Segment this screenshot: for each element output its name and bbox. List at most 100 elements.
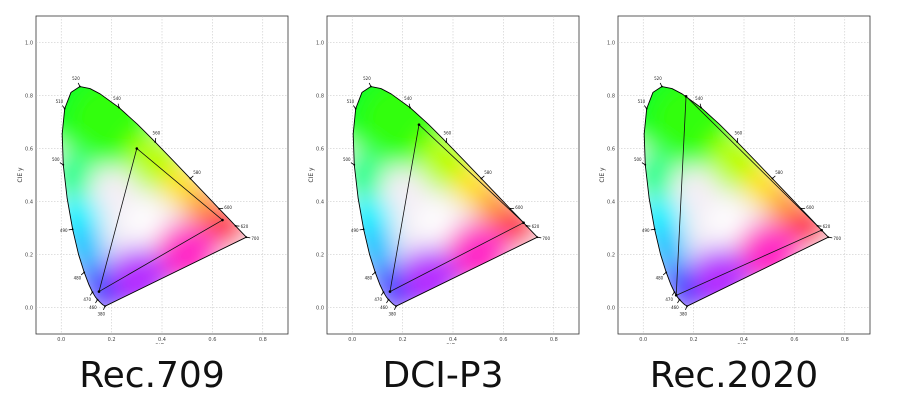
wavelength-label: 380 [97,312,105,317]
x-tick-label: 0.0 [348,337,356,343]
y-tick-label: 0.6 [607,146,615,152]
wavelength-label: 480 [656,276,664,281]
y-axis-label: CIE y [308,167,315,183]
gamut-triangle [675,95,823,296]
wavelength-label: 490 [60,228,68,233]
x-tick-label: 0.2 [399,337,407,343]
x-tick-label: 0.4 [158,337,166,343]
wavelength-label: 460 [380,305,388,310]
wavelength-label: 600 [806,205,814,210]
wavelength-label: 460 [89,305,97,310]
x-tick-label: 0.6 [790,337,798,343]
y-tick-label: 0.0 [25,305,33,311]
y-tick-label: 0.4 [316,199,324,205]
wavelength-label: 700 [833,236,841,241]
y-tick-label: 0.0 [316,305,324,311]
gamut-primary-point [135,147,139,150]
wavelength-label: 510 [56,99,64,104]
x-tick-label: 0.8 [550,337,558,343]
wavelength-label: 500 [52,157,60,162]
caption-dcip3: DCI-P3 [382,355,504,396]
chromaticity-diagram: 0.0 0.2 0.4 0.6 0.8 0.0 0.2 0.4 0.6 0.8 1.0 CIE x CI… [308,15,580,344]
gamut-primary-point [221,218,224,222]
wavelength-label: 580 [193,170,201,175]
x-tick-label: 0.0 [639,337,647,343]
wavelength-label: 700 [251,236,259,241]
chromaticity-diagram: 0.0 0.2 0.4 0.6 0.8 0.0 0.2 0.4 0.6 0.8 1.0 CIE x CI… [599,15,871,344]
wavelength-label: 620 [532,224,540,229]
gamut-primary-point [388,290,392,293]
grid [618,16,870,334]
x-axis-label: CIE x [154,343,170,344]
wavelength-label: 560 [153,130,161,135]
wavelength-label: 600 [515,205,523,210]
x-tick-label: 0.6 [208,337,216,343]
wavelength-label: 580 [775,170,783,175]
x-tick-label: 0.2 [108,337,116,343]
y-tick-label: 1.0 [316,40,324,46]
y-tick-label: 0.0 [607,305,615,311]
caption-rec709: Rec.709 [79,355,225,396]
y-tick-label: 0.4 [607,199,615,205]
wavelength-label: 470 [83,297,91,302]
wavelength-label: 490 [642,228,650,233]
wavelength-label: 460 [671,305,679,310]
gamut-triangle [389,123,525,293]
gamut-primary-point [97,290,101,293]
wavelength-label: 500 [634,157,642,162]
wavelength-label: 510 [347,99,355,104]
gamut-primary-point [684,94,688,98]
caption-rec2020: Rec.2020 [649,355,819,396]
y-tick-label: 0.6 [316,146,324,152]
y-tick-label: 0.2 [607,252,615,258]
wavelength-label: 620 [241,224,249,229]
y-axis-label: CIE y [17,167,24,183]
x-axis-label: CIE x [445,343,461,344]
y-axis-label: CIE y [599,167,606,183]
x-tick-label: 0.0 [57,337,65,343]
wavelength-label: 560 [444,130,452,135]
x-tick-label: 0.4 [740,337,748,343]
y-tick-label: 1.0 [607,40,615,46]
chromaticity-panel-rec709: 0.0 0.2 0.4 0.6 0.8 0.0 0.2 0.4 0.6 0.8 1.0 CIE x CI… [14,14,290,344]
y-tick-label: 0.8 [607,93,615,99]
x-tick-label: 0.8 [841,337,849,343]
wavelength-label: 540 [404,96,412,101]
x-tick-label: 0.4 [449,337,457,343]
wavelength-label: 520 [654,76,662,81]
wavelength-label: 520 [72,76,80,81]
wavelength-label: 520 [363,76,371,81]
wavelength-label: 700 [542,236,550,241]
y-tick-label: 1.0 [25,40,33,46]
wavelength-label: 490 [351,228,359,233]
y-tick-label: 0.6 [25,146,33,152]
y-tick-label: 0.8 [316,93,324,99]
gamut-primary-point [417,123,421,126]
y-tick-label: 0.8 [25,93,33,99]
wavelength-label: 480 [74,276,82,281]
gamut-primary-point [674,294,678,297]
gamut-primary-point [522,221,525,224]
wavelength-label: 500 [343,157,351,162]
y-tick-label: 0.2 [316,252,324,258]
wavelength-label: 580 [484,170,492,175]
wavelength-label: 540 [695,96,703,101]
wavelength-label: 480 [365,276,373,281]
x-tick-label: 0.2 [690,337,698,343]
wavelength-label: 620 [823,224,831,229]
y-tick-label: 0.4 [25,199,33,205]
wavelength-label: 600 [224,205,232,210]
wavelength-label: 470 [665,297,673,302]
wavelength-label: 470 [374,297,382,302]
x-tick-label: 0.8 [259,337,267,343]
chromaticity-panel-dcip3: 0.0 0.2 0.4 0.6 0.8 0.0 0.2 0.4 0.6 0.8 1.0 CIE x CI… [305,14,581,344]
chromaticity-diagram: 0.0 0.2 0.4 0.6 0.8 0.0 0.2 0.4 0.6 0.8 1.0 CIE x CI… [17,15,289,344]
wavelength-label: 560 [735,130,743,135]
wavelength-label: 380 [388,312,396,317]
wavelength-label: 380 [679,312,687,317]
x-axis-label: CIE x [736,343,752,344]
